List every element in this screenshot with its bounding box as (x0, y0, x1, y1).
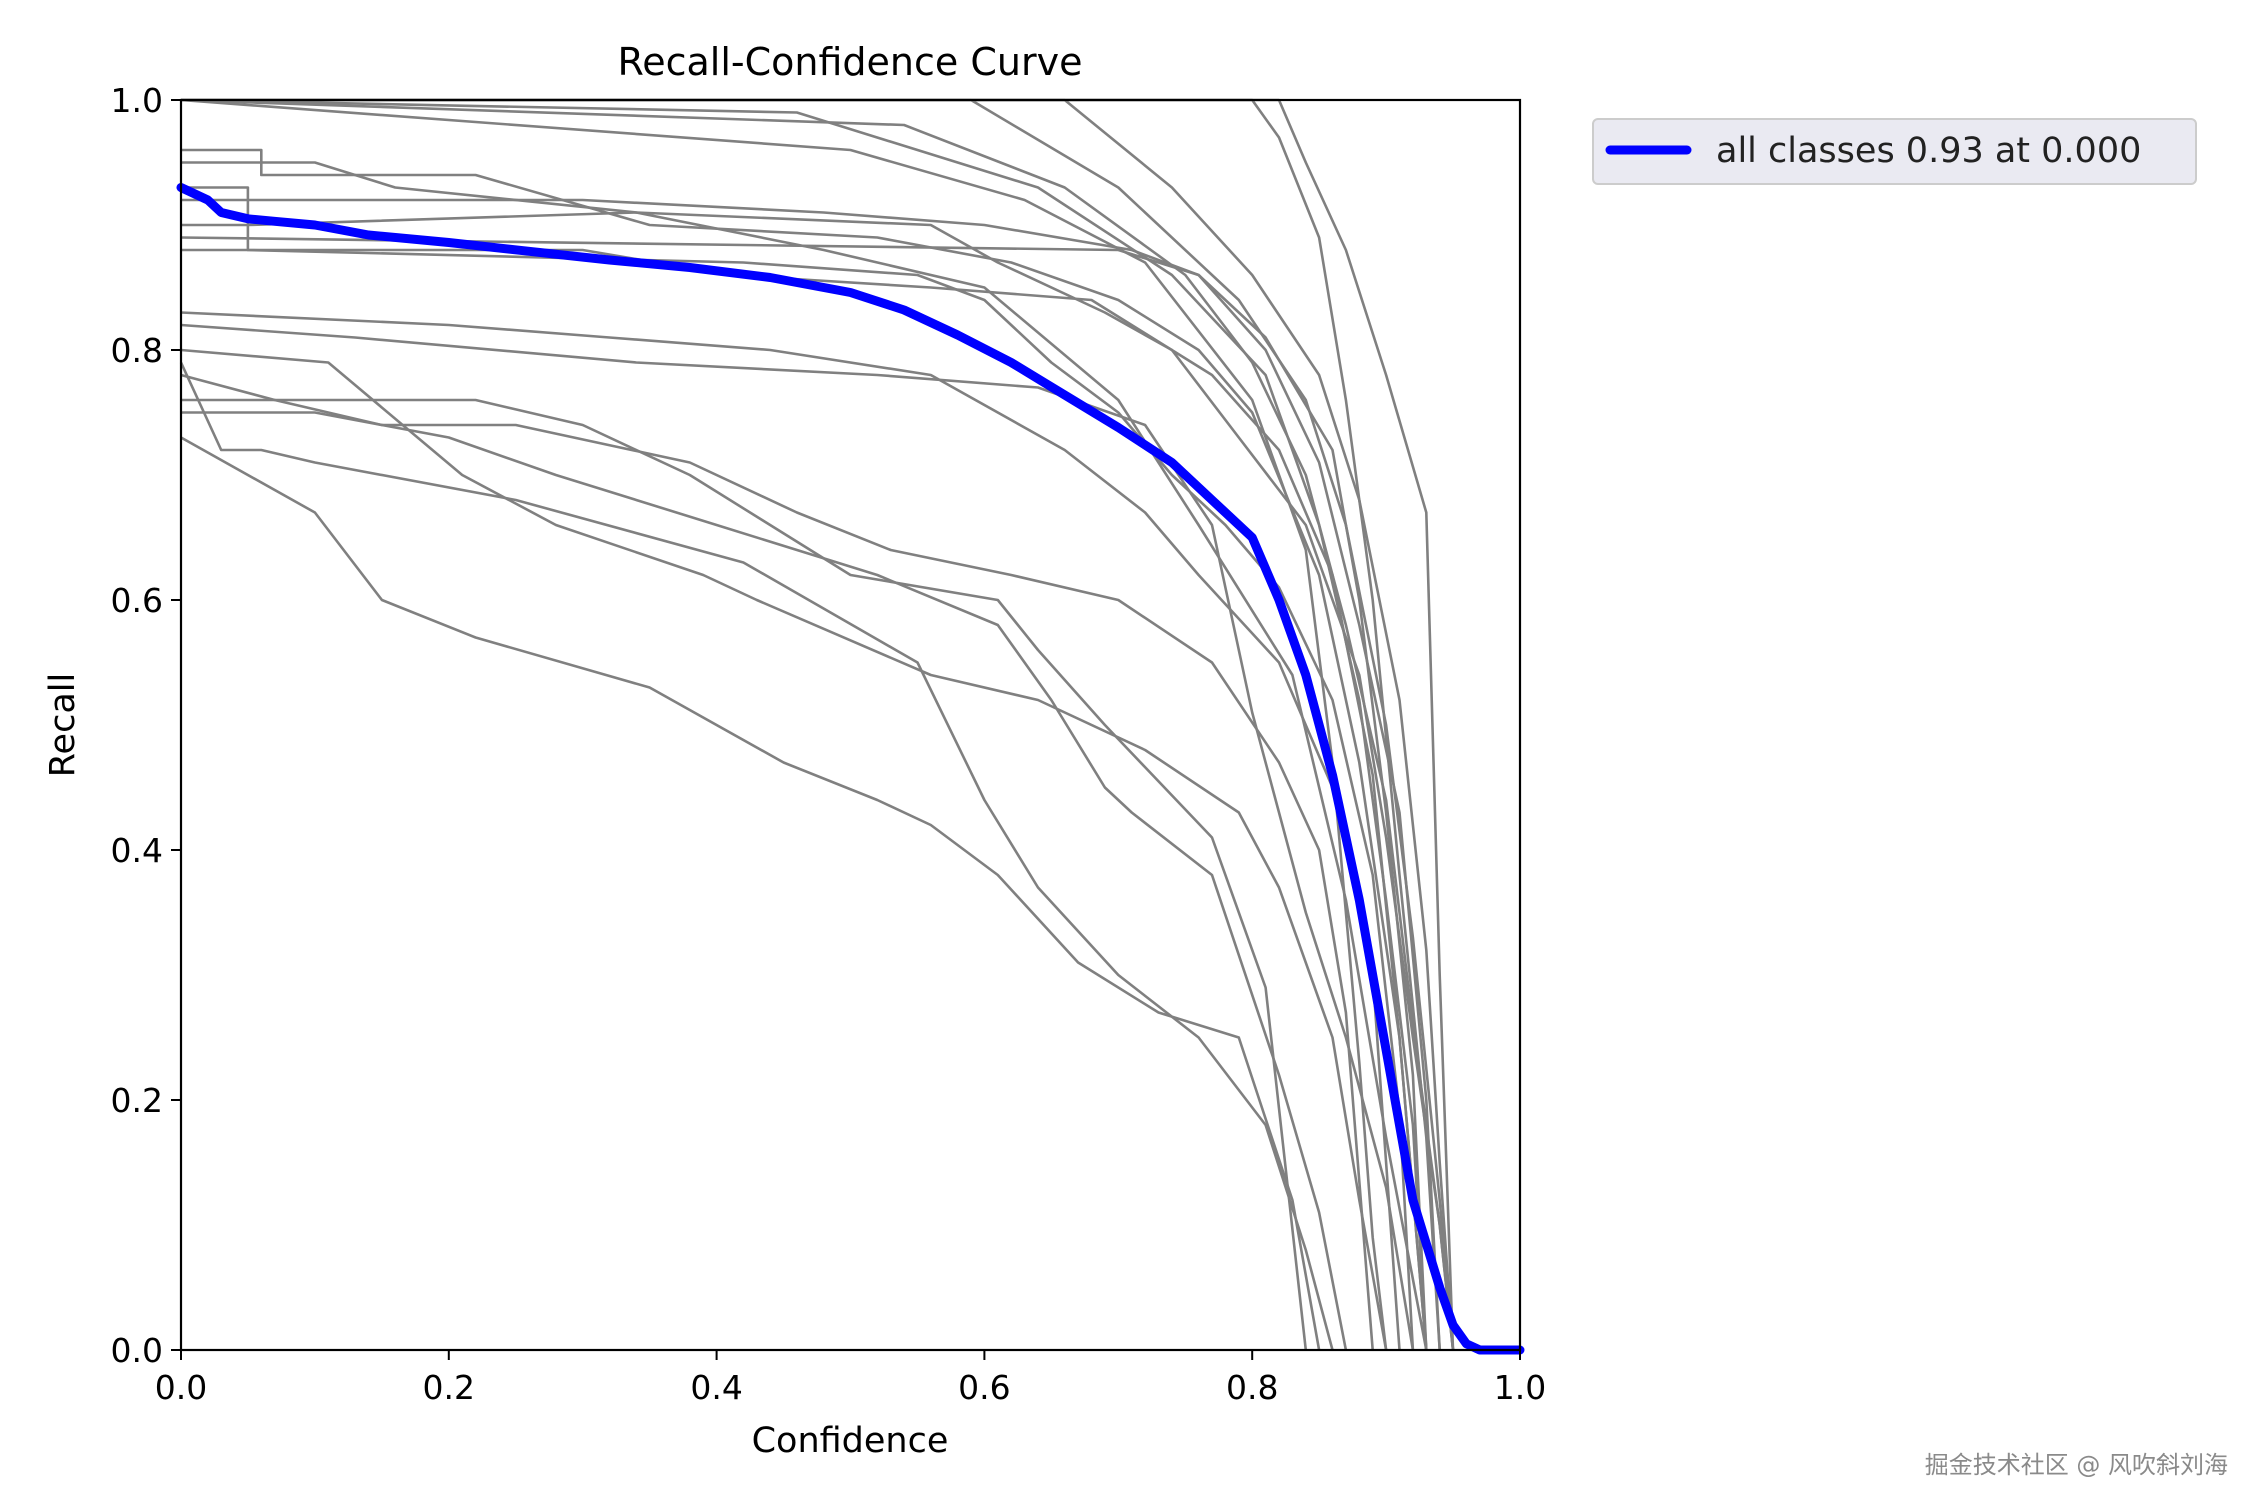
y-axis-label: Recall (43, 673, 83, 777)
curve-class-18 (181, 98, 1455, 1351)
x-tick-label: 0.8 (1226, 1368, 1278, 1407)
curve-class-22 (180, 236, 1428, 1351)
x-tick-label: 0.2 (423, 1368, 475, 1407)
curve-class-19 (181, 98, 1441, 1351)
curve-class-10 (181, 398, 1308, 1351)
curve-class-9 (179, 361, 1334, 1351)
all-classes-line (176, 183, 1525, 1355)
curve-class-3 (181, 161, 1428, 1351)
x-tick-label: 0.6 (958, 1368, 1010, 1407)
x-tick-label: 0.4 (690, 1368, 742, 1407)
y-axis: 0.0 0.2 0.4 0.6 0.8 1.0 (111, 81, 181, 1370)
y-tick-label: 0.4 (111, 831, 163, 870)
watermark: 掘金技术社区 @ 风吹斜刘海 (1924, 1451, 2228, 1479)
y-tick-label: 0.8 (111, 331, 163, 370)
curve-class-12 (180, 348, 1388, 1351)
curve-class-15 (180, 98, 1428, 1351)
legend-label: all classes 0.93 at 0.000 (1716, 131, 2141, 171)
y-tick-label: 1.0 (111, 81, 163, 120)
plot-area (176, 98, 1525, 1355)
curve-class-1 (181, 186, 1415, 1351)
chart-title: Recall-Confidence Curve (618, 40, 1083, 84)
curve-class-17 (181, 98, 1455, 1351)
y-tick-label: 0.0 (111, 1331, 163, 1370)
x-tick-label: 0.0 (155, 1368, 207, 1407)
x-tick-label: 1.0 (1494, 1368, 1546, 1407)
y-tick-label: 0.2 (111, 1081, 163, 1120)
x-axis-label: Confidence (752, 1421, 949, 1461)
plot-frame (179, 98, 1522, 1352)
x-axis: 0.0 0.2 0.4 0.6 0.8 1.0 (155, 1350, 1546, 1407)
curve-class-20 (181, 98, 1455, 1351)
curve-class-8 (180, 436, 1321, 1351)
y-tick-label: 0.6 (111, 581, 163, 620)
legend: all classes 0.93 at 0.000 (1592, 118, 2197, 185)
curve-class-6 (180, 323, 1415, 1351)
curve-class-21 (181, 148, 1428, 1351)
